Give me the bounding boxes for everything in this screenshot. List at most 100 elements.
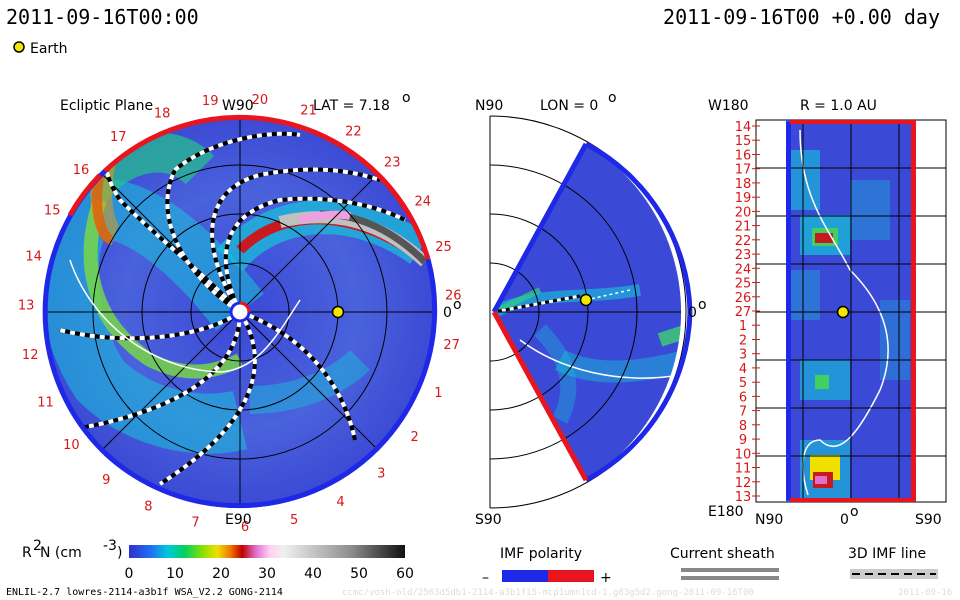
meridional-lon-degree: o <box>608 90 617 106</box>
synoptic-row-label: 2 <box>739 334 747 349</box>
synoptic-panel: W180 R = 1.0 AU <box>708 98 947 528</box>
ecliptic-rim-number: 15 <box>44 203 61 218</box>
ecliptic-rim-number: 20 <box>252 93 269 108</box>
ecliptic-rim-number: 9 <box>102 473 110 488</box>
colorbar-tick-label: 30 <box>258 566 276 582</box>
imf-line-title: 3D IMF line <box>848 546 926 562</box>
ecliptic-rim-number: 8 <box>144 499 152 514</box>
earth-legend-icon <box>13 41 25 53</box>
earth-marker-meridional-icon <box>579 293 593 307</box>
ecliptic-rim-number: 27 <box>443 338 460 353</box>
meridional-s90: S90 <box>475 512 502 528</box>
meridional-zero-degree: o <box>698 297 707 313</box>
ecliptic-rim-number: 19 <box>202 94 219 109</box>
earth-marker-synoptic-icon <box>836 305 850 319</box>
synoptic-row-label: 15 <box>735 134 752 149</box>
ecliptic-lat-degree: o <box>402 90 411 106</box>
ecliptic-rim-number: 26 <box>445 289 462 304</box>
ecliptic-rim-number: 12 <box>22 348 39 363</box>
meridional-plane-panel: N90 LON = 0 o <box>475 90 707 528</box>
colorbar-tick-label: 20 <box>212 566 230 582</box>
imf-polarity-title: IMF polarity <box>500 546 582 562</box>
ecliptic-rim-number: 7 <box>191 515 199 530</box>
colorbar-label-sup: 2 <box>33 538 42 554</box>
synoptic-row-label: 25 <box>735 277 752 292</box>
synoptic-row-label: 8 <box>739 419 747 434</box>
ecliptic-rim-number: 11 <box>37 395 54 410</box>
ecliptic-rim-number: 18 <box>154 107 171 122</box>
synoptic-row-label: 14 <box>735 120 752 135</box>
synoptic-bottom-degree: o <box>850 504 859 520</box>
colorbar-tick-label: 10 <box>166 566 184 582</box>
imf-polarity-plus: + <box>600 570 612 586</box>
colorbar-tick-label: 0 <box>125 566 134 582</box>
synoptic-r: R = 1.0 AU <box>800 98 877 114</box>
earth-legend-label: Earth <box>30 41 68 57</box>
synoptic-row-label: 13 <box>735 490 752 505</box>
synoptic-row-label: 4 <box>739 362 747 377</box>
synoptic-row-label: 18 <box>735 177 752 192</box>
ecliptic-w90: W90 <box>222 98 254 114</box>
ecliptic-zero: 0 <box>443 305 452 321</box>
imf-polarity-minus: – <box>482 570 489 586</box>
density-colorbar: R 2 N (cm -3 ) 0 10 20 30 40 50 60 <box>22 538 414 582</box>
footer-path: ccmc/vosh-old/2563d5db1-2114-a3b1f15-mcp… <box>342 588 754 598</box>
synoptic-row-label: 1 <box>739 319 747 334</box>
colorbar-label-r: R <box>22 545 32 561</box>
ecliptic-rim-number: 21 <box>300 103 317 118</box>
ecliptic-rim-number: 22 <box>345 125 362 140</box>
synoptic-row-label: 26 <box>735 291 752 306</box>
current-sheath-title: Current sheath <box>670 546 775 562</box>
ecliptic-lat: LAT = 7.18 <box>313 98 390 114</box>
synoptic-row-label: 7 <box>739 405 747 420</box>
synoptic-row-label: 24 <box>735 262 752 277</box>
ecliptic-rim-number: 16 <box>73 163 90 178</box>
synoptic-row-label: 5 <box>739 376 747 391</box>
synoptic-bottom-center: 0 <box>840 512 849 528</box>
current-sheath-legend: Current sheath <box>670 546 779 580</box>
synoptic-row-label: 27 <box>735 305 752 320</box>
ecliptic-plane-panel: Ecliptic Plane W90 LAT = 7.18 o <box>18 90 462 535</box>
synoptic-row-label: 6 <box>739 390 747 405</box>
synoptic-row-label: 22 <box>735 234 752 249</box>
footer-date: 2011-09-16 <box>898 588 952 598</box>
ecliptic-rim-number: 14 <box>25 249 42 264</box>
ecliptic-rim-number: 24 <box>415 195 432 210</box>
synoptic-row-label: 12 <box>735 476 752 491</box>
colorbar-label-end: ) <box>117 545 122 561</box>
colorbar-tick-label: 60 <box>396 566 414 582</box>
synoptic-row-label: 9 <box>739 433 747 448</box>
colorbar-label-sup2: -3 <box>103 538 117 554</box>
ecliptic-rim-number: 23 <box>384 156 401 171</box>
meridional-lon: LON = 0 <box>540 98 598 114</box>
synoptic-bottom-right: S90 <box>915 512 942 528</box>
time-label-right: 2011-09-16T00 +0.00 day <box>663 5 940 29</box>
ecliptic-zero-degree: o <box>453 297 462 313</box>
synoptic-row-label: 20 <box>735 205 752 220</box>
footer-model: ENLIL-2.7 lowres-2114-a3b1f WSA_V2.2 GON… <box>6 587 283 598</box>
meridional-n90: N90 <box>475 98 503 114</box>
synoptic-row-label: 17 <box>735 163 752 178</box>
ecliptic-rim-number: 6 <box>241 520 249 535</box>
earth-marker-icon <box>331 305 345 319</box>
ecliptic-rim-number: 1 <box>434 386 442 401</box>
synoptic-bottom-left: N90 <box>755 512 783 528</box>
colorbar-label-mid: N (cm <box>40 545 82 561</box>
synoptic-row-label: 21 <box>735 220 752 235</box>
synoptic-row-label: 10 <box>735 447 752 462</box>
ecliptic-e90: E90 <box>225 512 252 528</box>
imf-polarity-legend: IMF polarity – + <box>482 546 612 586</box>
synoptic-e180: E180 <box>708 504 744 520</box>
ecliptic-title: Ecliptic Plane <box>60 98 153 114</box>
synoptic-row-label: 16 <box>735 149 752 164</box>
meridional-zero: 0 <box>688 305 697 321</box>
synoptic-row-label: 3 <box>739 348 747 363</box>
ecliptic-rim-number: 4 <box>336 495 344 510</box>
synoptic-row-label: 11 <box>735 462 752 477</box>
synoptic-row-label: 19 <box>735 191 752 206</box>
colorbar-tick-label: 40 <box>304 566 322 582</box>
colorbar-tick-label: 50 <box>350 566 368 582</box>
ecliptic-rim-number: 3 <box>377 467 385 482</box>
ecliptic-rim-number: 2 <box>410 430 418 445</box>
